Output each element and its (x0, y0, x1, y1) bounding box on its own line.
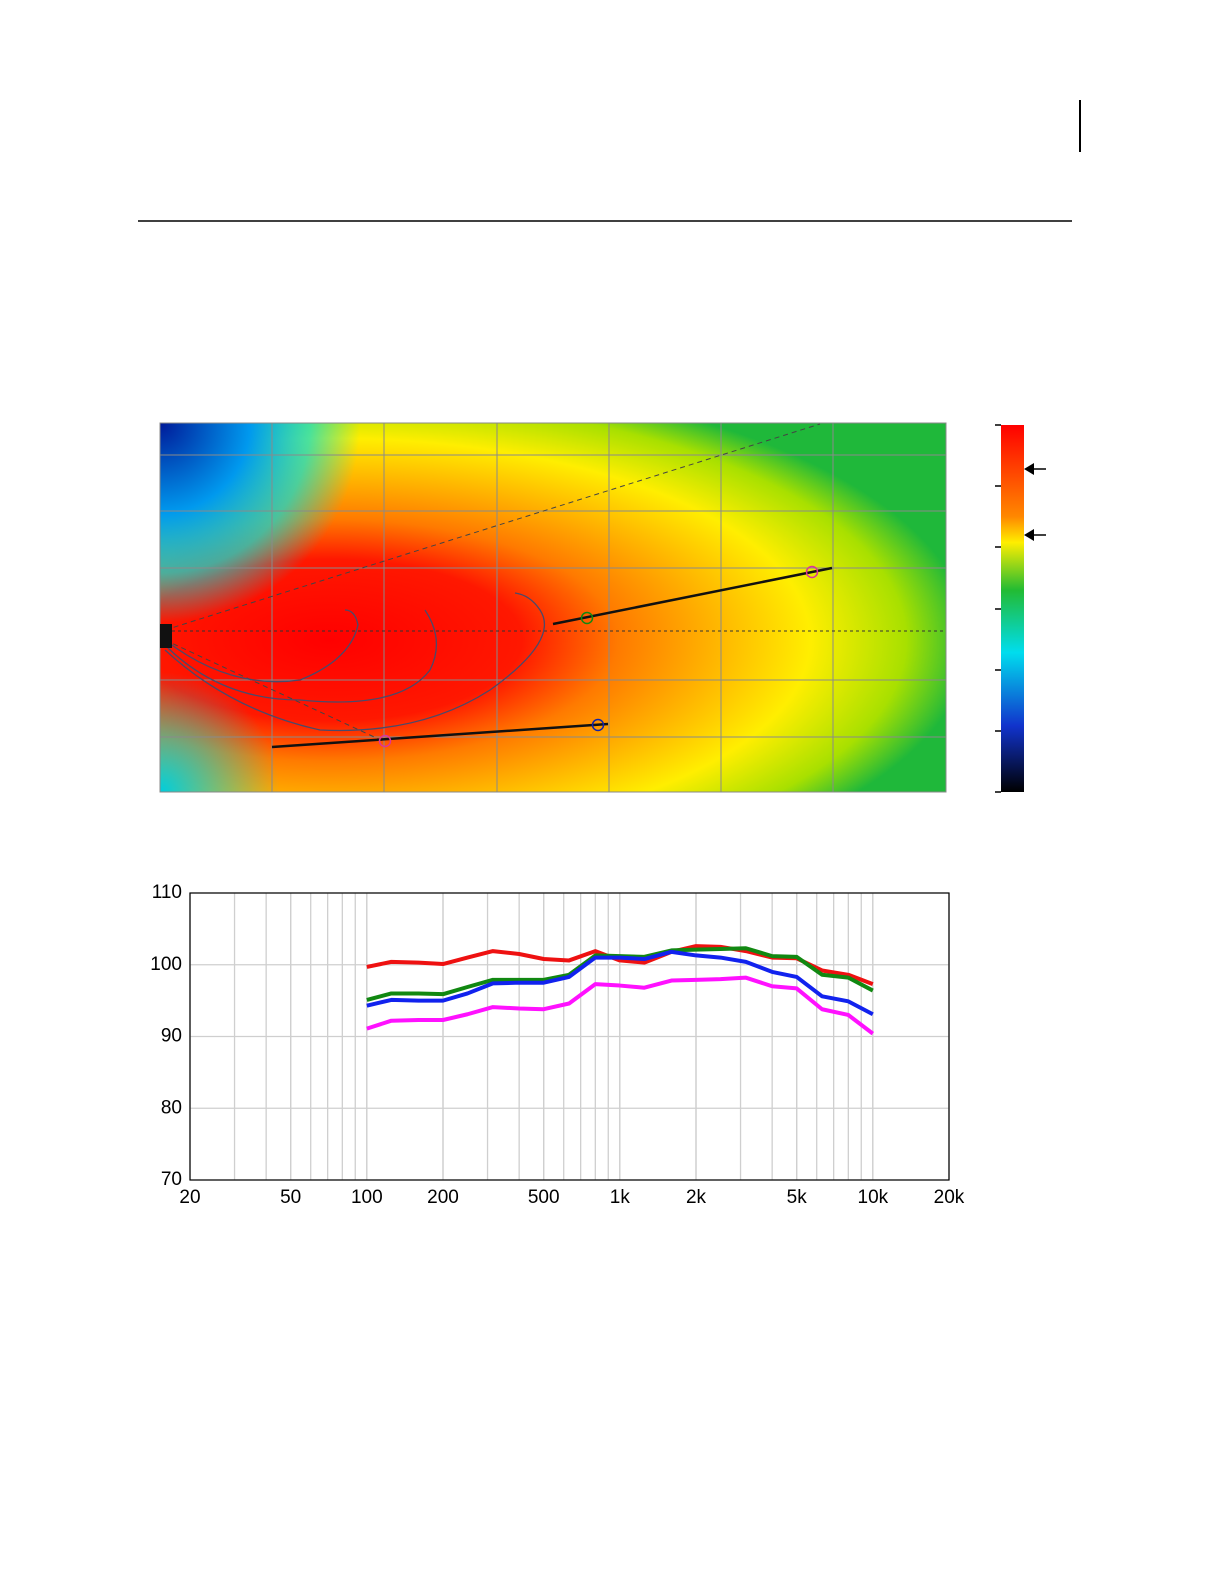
y-tick-label: 70 (161, 1169, 182, 1190)
x-tick-label: 20k (934, 1187, 965, 1208)
x-tick-label: 500 (528, 1187, 560, 1208)
series-line (366, 949, 874, 1017)
x-tick-label: 1k (610, 1187, 631, 1208)
x-tick-label: 2k (686, 1187, 707, 1208)
x-tick-label: 20 (179, 1187, 200, 1208)
x-tick-label: 100 (351, 1187, 383, 1208)
x-tick-label: 5k (787, 1187, 808, 1208)
y-tick-label: 100 (150, 954, 182, 975)
y-tick-label: 90 (161, 1026, 182, 1047)
y-tick-label: 110 (152, 882, 182, 903)
color-bar (995, 424, 1046, 793)
heat-map (159, 422, 947, 793)
x-tick-label: 10k (858, 1187, 889, 1208)
plot-frame (189, 892, 950, 1181)
y-tick-label: 80 (161, 1097, 182, 1118)
x-tick-label: 200 (427, 1187, 459, 1208)
line-chart: 70 80 90 100 110 20 50 100 200 500 1k 2k 5k 10k 20k (150, 882, 965, 1208)
series-line (366, 975, 875, 1036)
x-tick-label: 50 (280, 1187, 301, 1208)
